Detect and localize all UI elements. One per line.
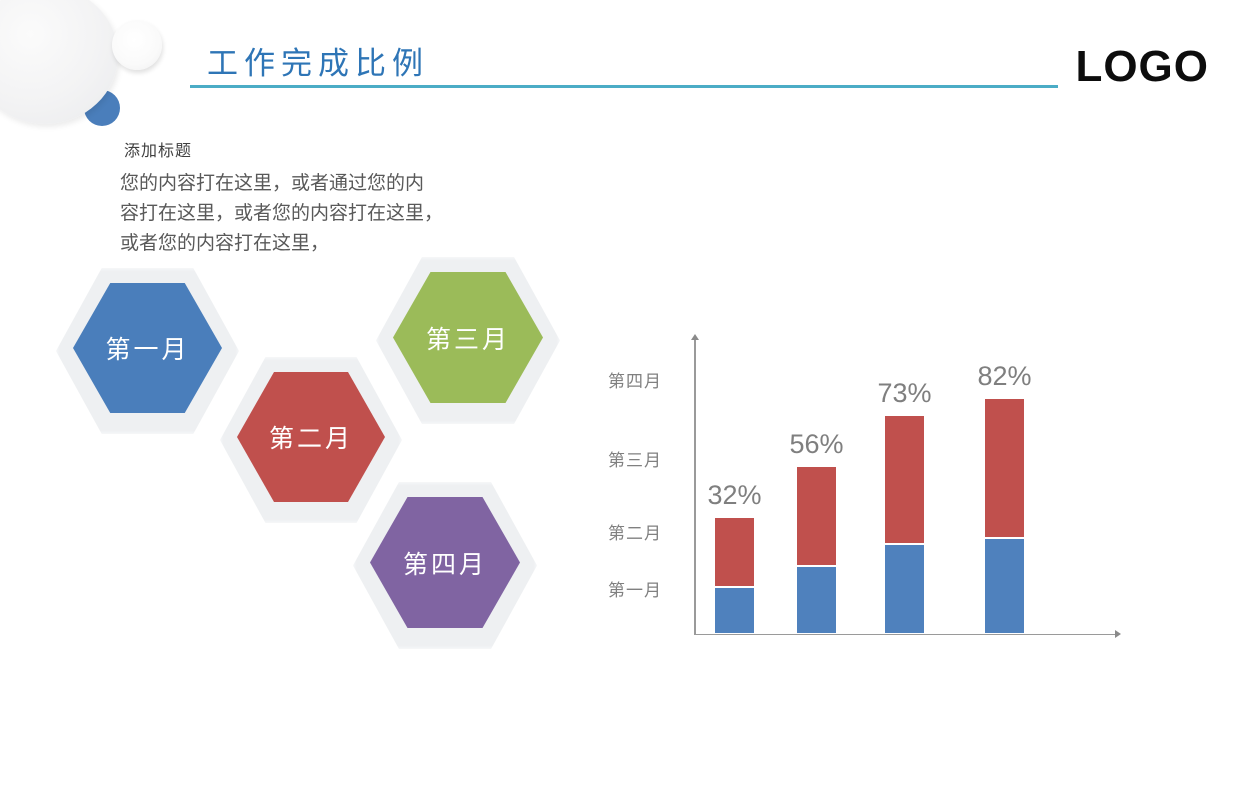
bar-data-label: 73%	[877, 378, 932, 408]
completion-bar-chart: 32% 56% 73% 82%	[690, 334, 1121, 639]
bar-segment-red	[985, 399, 1024, 537]
chart-y-axis	[690, 334, 699, 635]
title-underline	[190, 85, 1058, 88]
logo-text: LOGO	[1075, 42, 1209, 91]
bar-data-label: 82%	[977, 361, 1032, 391]
stacked-bar-第四月: 82%	[977, 361, 1032, 633]
x-axis-arrow-icon	[1115, 630, 1121, 639]
chart-y-axis-labels: 第四月 第三月 第二月 第一月	[608, 335, 688, 635]
hexagon-shape-green: 第三月	[393, 272, 543, 403]
bar-segment-blue	[885, 545, 924, 633]
hexagon-label: 第四月	[402, 551, 487, 579]
body-text-block: 您的内容打在这里，或者通过您的内 容打在这里，或者您的内容打在这里， 或者您的内…	[120, 169, 443, 259]
hexagon-month-3: 第三月	[376, 257, 560, 424]
hexagon-label: 第三月	[425, 326, 510, 354]
stacked-bar-第二月: 56%	[789, 429, 844, 633]
bar-data-label: 56%	[789, 429, 844, 459]
y-axis-label: 第四月	[608, 372, 662, 391]
bar-segment-red	[797, 467, 836, 565]
hexagon-label: 第二月	[268, 426, 353, 453]
decorative-circle-small	[112, 20, 162, 70]
y-axis-label: 第三月	[608, 451, 662, 470]
chart-x-axis	[694, 630, 1121, 639]
body-text-line: 容打在这里，或者您的内容打在这里，	[120, 203, 444, 224]
y-axis-arrow-icon	[690, 334, 699, 340]
hexagon-month-2: 第二月	[220, 357, 402, 523]
bar-segment-blue	[715, 588, 754, 633]
slide-title: 工作完成比例	[207, 46, 429, 81]
stacked-bar-第一月: 32%	[707, 480, 762, 633]
bar-segment-blue	[985, 539, 1024, 633]
stacked-bar-第三月: 73%	[877, 378, 932, 633]
bar-segment-red	[715, 518, 754, 586]
bar-data-label: 32%	[707, 480, 762, 510]
body-text-line: 您的内容打在这里，或者通过您的内	[120, 173, 425, 194]
y-axis-label: 第二月	[608, 524, 662, 543]
hexagon-month-1: 第一月	[56, 268, 239, 434]
bar-segment-red	[885, 416, 924, 543]
body-text-line: 或者您的内容打在这里，	[120, 233, 330, 254]
bar-segment-blue	[797, 567, 836, 633]
hexagon-month-4: 第四月	[353, 482, 537, 649]
section-heading: 添加标题	[124, 143, 193, 160]
y-axis-label: 第一月	[608, 581, 662, 600]
hexagon-label: 第一月	[105, 337, 190, 364]
